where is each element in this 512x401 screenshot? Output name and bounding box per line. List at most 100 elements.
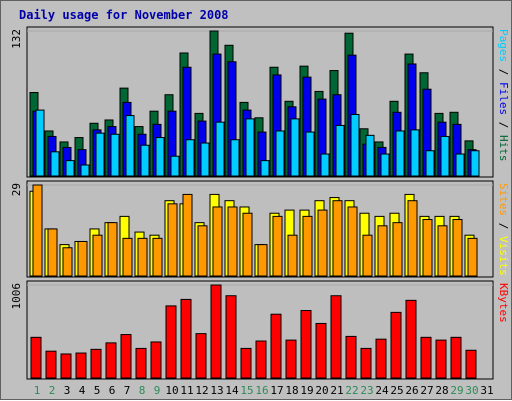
- bar-sites-day-27: [422, 219, 433, 277]
- bar-pages-day-15: [245, 118, 255, 177]
- bar-pages-day-6: [110, 133, 120, 177]
- x-tick-label-day-6: 6: [109, 384, 116, 397]
- x-tick-label-day-30: 30: [465, 384, 478, 397]
- chart-panels: 132 Pages / Files / Hits 29 Sites / Visits 1…: [10, 26, 510, 380]
- x-tick-label-day-14: 14: [225, 384, 239, 397]
- bar-sites-day-12: [197, 225, 208, 277]
- x-tick-label-day-5: 5: [94, 384, 101, 397]
- bar-sites-day-1: [32, 184, 43, 277]
- bar-kbytes-day-10: [165, 305, 177, 379]
- bar-pages-day-18: [290, 118, 300, 177]
- bar-sites-day-28: [437, 225, 448, 277]
- bar-kbytes-day-20: [315, 322, 327, 379]
- panel-3: 1006 KBytes: [10, 280, 510, 380]
- x-tick-label-day-17: 17: [270, 384, 283, 397]
- bar-kbytes-day-5: [90, 348, 102, 379]
- bar-pages-day-5: [95, 132, 105, 177]
- legend-entry: /: [497, 216, 510, 236]
- legend-entry: Visits: [497, 236, 510, 276]
- bar-kbytes-day-8: [135, 347, 147, 379]
- panel-1: 132 Pages / Files / Hits: [10, 26, 510, 178]
- bar-kbytes-day-16: [255, 340, 267, 379]
- bar-kbytes-day-13: [210, 284, 222, 379]
- bar-kbytes-day-1: [30, 336, 42, 379]
- bar-sites-day-19: [302, 215, 313, 277]
- bar-sites-day-7: [122, 237, 133, 277]
- bar-sites-day-18: [287, 234, 298, 277]
- bar-pages-day-25: [395, 130, 405, 177]
- panel-2: 29 Sites / Visits: [10, 180, 510, 278]
- bar-sites-day-26: [407, 200, 418, 277]
- chart-title: Daily usage for November 2008: [19, 8, 229, 22]
- bar-pages-day-19: [305, 131, 315, 177]
- x-tick-label-day-24: 24: [375, 384, 389, 397]
- bar-sites-day-6: [107, 222, 118, 277]
- bar-kbytes-day-18: [285, 339, 297, 379]
- x-tick-label-day-13: 13: [210, 384, 223, 397]
- bar-sites-day-8: [137, 237, 148, 277]
- bar-kbytes-day-9: [150, 341, 162, 379]
- bar-sites-day-10: [167, 203, 178, 277]
- bar-pages-day-2: [50, 151, 60, 177]
- bar-pages-day-3: [65, 160, 75, 177]
- bar-kbytes-day-7: [120, 334, 132, 379]
- bar-pages-day-20: [320, 153, 330, 177]
- bar-kbytes-day-3: [60, 353, 72, 379]
- bar-kbytes-day-23: [360, 347, 372, 379]
- bar-pages-day-13: [215, 121, 225, 177]
- x-tick-label-day-7: 7: [124, 384, 131, 397]
- bar-kbytes-day-29: [450, 336, 462, 379]
- x-tick-label-day-22: 22: [345, 384, 358, 397]
- bar-kbytes-day-19: [300, 310, 312, 379]
- x-tick-label-day-12: 12: [195, 384, 208, 397]
- bar-sites-day-2: [47, 228, 58, 277]
- bar-pages-day-9: [155, 137, 165, 177]
- bar-kbytes-day-6: [105, 342, 117, 379]
- x-tick-label-day-19: 19: [300, 384, 313, 397]
- bar-kbytes-day-26: [405, 299, 417, 379]
- bar-sites-day-11: [182, 193, 193, 277]
- bar-sites-day-5: [92, 234, 103, 277]
- x-tick-label-day-3: 3: [64, 384, 71, 397]
- bar-kbytes-day-14: [225, 295, 237, 379]
- x-tick-label-day-18: 18: [285, 384, 298, 397]
- bar-sites-day-25: [392, 222, 403, 277]
- bar-sites-day-23: [362, 234, 373, 277]
- bar-sites-day-9: [152, 237, 163, 277]
- bar-pages-day-30: [470, 150, 480, 177]
- bar-sites-day-16: [257, 244, 268, 277]
- bar-sites-day-15: [242, 212, 253, 277]
- x-tick-label-day-23: 23: [360, 384, 373, 397]
- bar-pages-day-16: [260, 160, 270, 177]
- bar-kbytes-day-15: [240, 347, 252, 379]
- series-legend-label: KBytes: [497, 283, 510, 323]
- bar-pages-day-23: [365, 134, 375, 177]
- y-max-label: 1006: [10, 283, 23, 310]
- bar-kbytes-day-2: [45, 350, 57, 379]
- bar-pages-day-27: [425, 150, 435, 177]
- x-tick-label-day-29: 29: [450, 384, 463, 397]
- bar-pages-day-22: [350, 113, 360, 177]
- x-tick-label-day-21: 21: [330, 384, 343, 397]
- legend-entry: Files: [497, 82, 510, 115]
- x-tick-label-day-28: 28: [435, 384, 448, 397]
- series-legend-label: Sites / Visits: [497, 183, 510, 276]
- legend-entry: Hits: [497, 135, 510, 162]
- x-tick-label-day-4: 4: [79, 384, 86, 397]
- bar-pages-day-24: [380, 153, 390, 177]
- bar-pages-day-10: [170, 155, 180, 177]
- x-tick-label-day-31: 31: [480, 384, 493, 397]
- bar-pages-day-7: [125, 115, 135, 177]
- bar-pages-day-12: [200, 142, 210, 177]
- bar-kbytes-day-25: [390, 311, 402, 379]
- legend-entry: /: [497, 115, 510, 135]
- bar-pages-day-11: [185, 139, 195, 177]
- legend-entry: Pages: [497, 29, 510, 62]
- y-max-label: 29: [10, 183, 23, 196]
- bar-pages-day-26: [410, 129, 420, 177]
- bar-pages-day-4: [80, 164, 90, 177]
- bar-kbytes-day-30: [465, 349, 477, 379]
- x-tick-label-day-10: 10: [165, 384, 178, 397]
- bar-pages-day-17: [275, 130, 285, 177]
